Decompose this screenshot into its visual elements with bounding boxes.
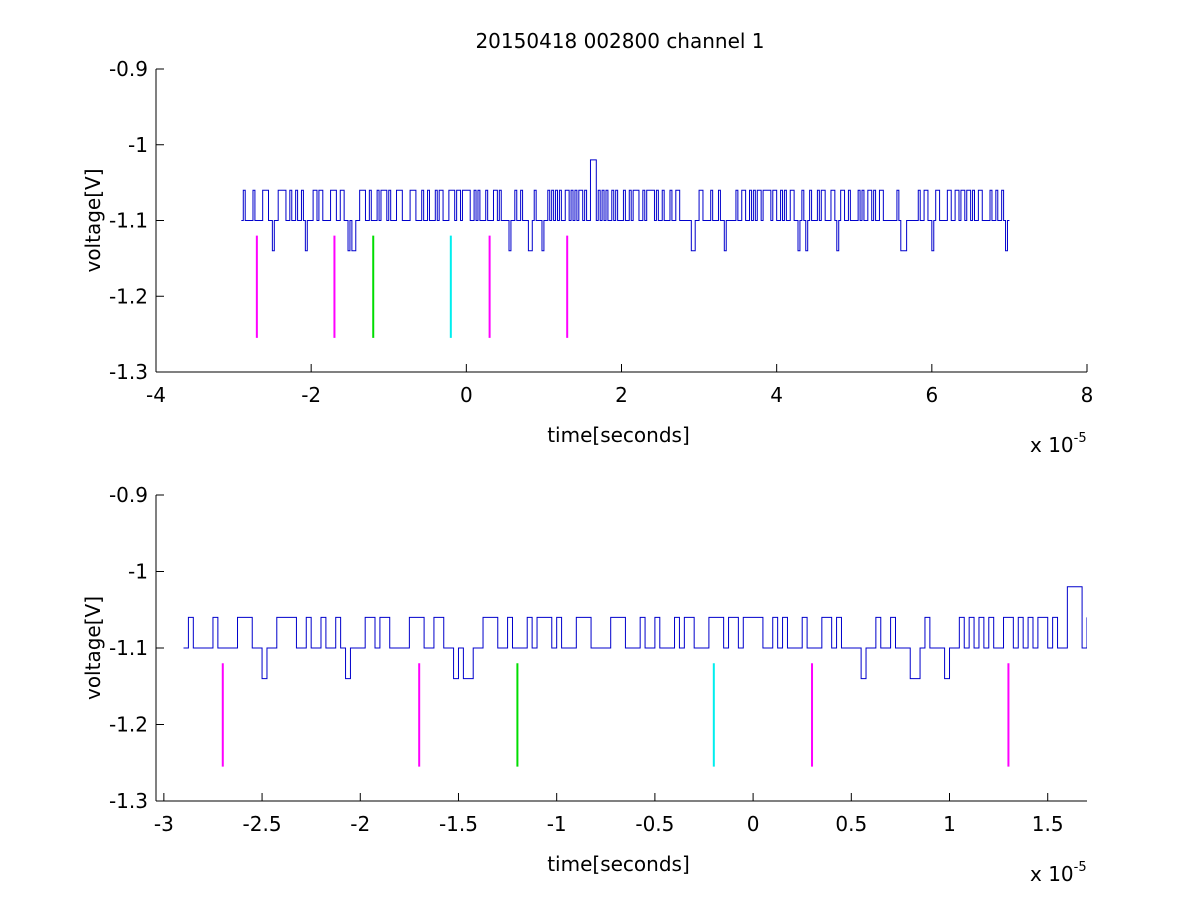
x-axis-label: time[seconds]: [547, 423, 690, 447]
top-plot: -4 -2 0 2 4 6 8 -0.9 -1 -1.1 -1.2 -1.3 time[seconds]…: [81, 57, 1093, 457]
x-tick-label: 4: [770, 383, 783, 407]
x-exponent-power: -5: [1074, 860, 1087, 875]
y-axis-label: voltage[V]: [81, 168, 105, 272]
x-tick-label: -2: [301, 383, 321, 407]
x-tick-label: -1: [547, 812, 567, 836]
y-tick-label: -1: [128, 560, 148, 584]
x-exponent-power: -5: [1074, 431, 1087, 446]
signal-trace: [241, 159, 1010, 252]
y-tick-label: -1.1: [109, 636, 148, 660]
y-tick-label: -1.3: [109, 789, 148, 813]
x-tick-label: 1.5: [1032, 812, 1064, 836]
x-tick-label: -2: [350, 812, 370, 836]
x-tick-label: -0.5: [635, 812, 674, 836]
bottom-plot: -3 -2.5 -2 -1.5 -1 -0.5 0 0.5 1 1.5 -0.9 -1 -1.1 -1.2…: [81, 483, 1087, 886]
x-tick-label: -1.5: [439, 812, 478, 836]
x-tick-label: 2: [615, 383, 628, 407]
x-tick-label: 1: [943, 812, 956, 836]
y-tick-label: -1.2: [109, 284, 148, 308]
x-tick-label: 0.5: [835, 812, 867, 836]
x-tick-label: -4: [146, 383, 166, 407]
signal-trace: [183, 586, 1087, 680]
y-tick-label: -1.2: [109, 713, 148, 737]
y-tick-label: -0.9: [109, 57, 148, 81]
x-tick-label: -3: [154, 812, 174, 836]
y-tick-label: -0.9: [109, 483, 148, 507]
y-tick-label: -1.1: [109, 209, 148, 233]
x-tick-label: 8: [1081, 383, 1094, 407]
x-tick-label: -2.5: [243, 812, 282, 836]
y-axis-label: voltage[V]: [81, 596, 105, 700]
x-axis-label: time[seconds]: [547, 852, 690, 876]
x-tick-label: 0: [747, 812, 760, 836]
y-tick-label: -1: [128, 133, 148, 157]
figure-title: 20150418 002800 channel 1: [475, 29, 764, 53]
x-tick-label: 0: [460, 383, 473, 407]
x-tick-label: 6: [925, 383, 938, 407]
y-tick-label: -1.3: [109, 360, 148, 384]
